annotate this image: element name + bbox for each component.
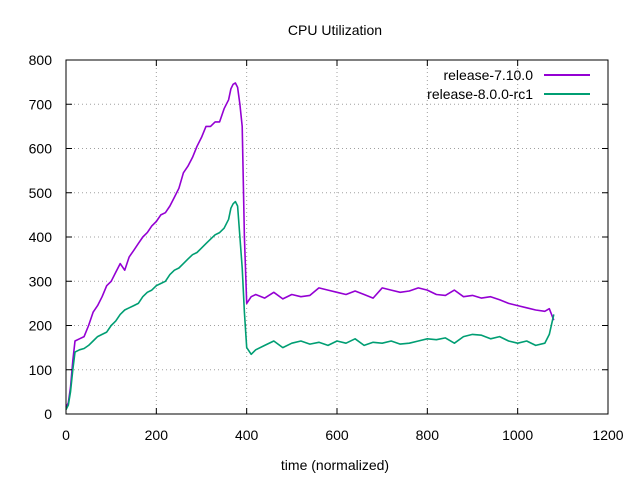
x-tick-label: 1200: [592, 427, 623, 443]
x-tick-label: 600: [325, 427, 349, 443]
axis-ticks: 0 200 400 600 800 1000 1200 0 100 200 300 400 500 600…: [29, 52, 624, 443]
y-tick-label: 200: [29, 318, 53, 334]
x-axis-label: time (normalized): [281, 457, 389, 473]
y-tick-label: 600: [29, 141, 53, 157]
series-lines: [65, 82, 555, 410]
y-tick-label: 400: [29, 229, 53, 245]
series-line-release-7-10-0: [65, 82, 555, 408]
x-tick-label: 1000: [502, 427, 533, 443]
chart-title: CPU Utilization: [288, 22, 382, 38]
legend-label: release-8.0.0-rc1: [427, 86, 533, 102]
legend: release-7.10.0 release-8.0.0-rc1: [427, 67, 590, 102]
y-tick-label: 800: [29, 52, 53, 68]
y-tick-label: 500: [29, 185, 53, 201]
y-tick-label: 700: [29, 96, 53, 112]
y-tick-label: 0: [44, 406, 52, 422]
y-tick-label: 100: [29, 362, 53, 378]
x-tick-label: 400: [235, 427, 259, 443]
legend-label: release-7.10.0: [443, 67, 533, 83]
series-line-release-8-0-0-rc1: [65, 200, 555, 410]
x-tick-label: 800: [416, 427, 440, 443]
y-tick-label: 300: [29, 273, 53, 289]
grid: [66, 60, 608, 414]
x-tick-label: 200: [145, 427, 169, 443]
x-tick-label: 0: [62, 427, 70, 443]
